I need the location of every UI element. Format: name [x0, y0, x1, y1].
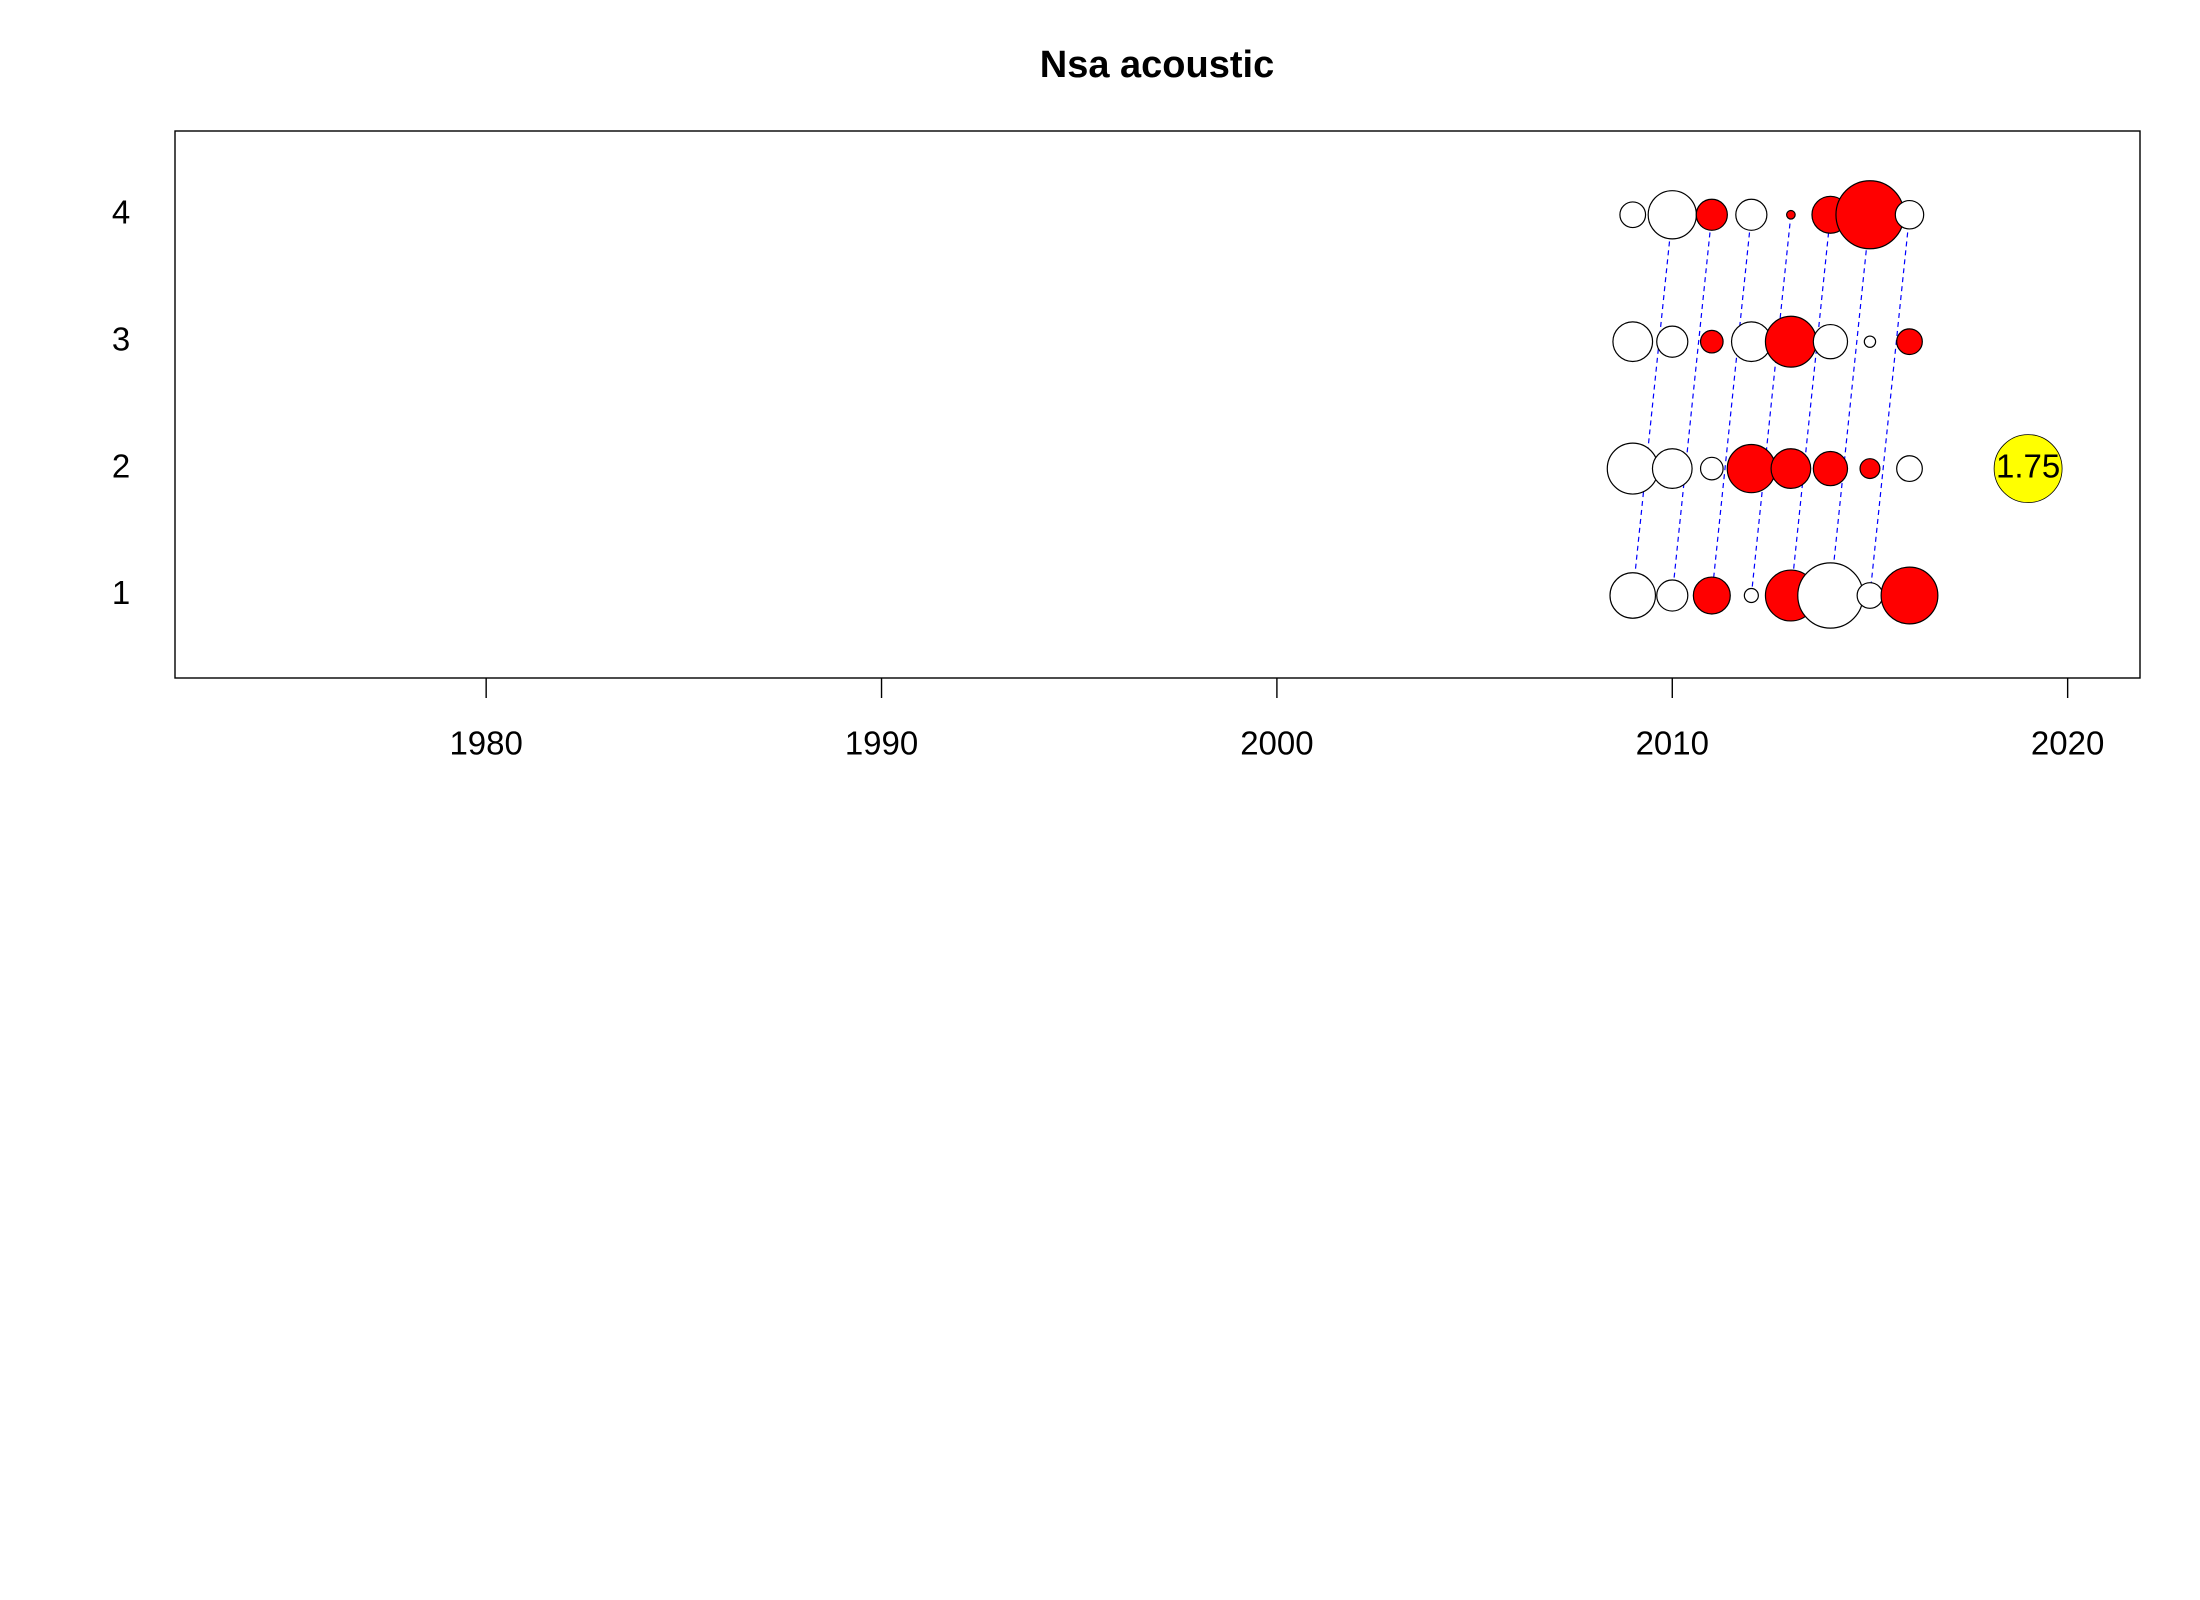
bubble [1699, 456, 1724, 481]
cohort-line [1750, 214, 1792, 596]
x-tick-label: 2020 [2031, 725, 2104, 762]
bubble [1786, 209, 1796, 220]
bubble [1612, 321, 1654, 363]
bubble [1656, 579, 1689, 612]
bubble [1812, 323, 1849, 360]
bubble [1863, 335, 1877, 348]
bubble [1859, 458, 1881, 480]
reference-bubble [1993, 434, 2063, 503]
plot-frame [174, 130, 2141, 679]
cohort-line [1632, 214, 1673, 596]
bubble [1894, 199, 1925, 230]
cohort-line [1869, 214, 1911, 596]
bubble [1651, 448, 1693, 490]
bubble [1896, 328, 1923, 356]
y-tick-label: 2 [112, 447, 130, 484]
bubble [1726, 443, 1777, 494]
cohort-line [1711, 214, 1752, 596]
bubble [1695, 198, 1728, 231]
y-tick-label: 3 [112, 320, 130, 357]
y-tick-label: 1 [112, 574, 130, 611]
x-tick-label: 1980 [449, 725, 522, 762]
bubble [1692, 576, 1731, 615]
x-tick-label: 1990 [845, 725, 918, 762]
bubble [1835, 180, 1905, 250]
bubble [1764, 315, 1817, 368]
x-tick-label: 2010 [1636, 725, 1709, 762]
bubble [1896, 455, 1923, 483]
bubble [1735, 198, 1768, 231]
bubble [1647, 190, 1697, 240]
bubble [1797, 562, 1864, 629]
cohort-line [1829, 214, 1871, 596]
y-tick-label: 4 [112, 193, 130, 230]
cohort-line [1790, 214, 1832, 596]
bubble [1606, 442, 1659, 495]
bubble [1619, 201, 1647, 229]
bubble [1880, 566, 1939, 625]
bubble [1856, 582, 1884, 609]
x-tick-label: 2000 [1240, 725, 1313, 762]
bubble [1699, 329, 1724, 354]
cohort-line [1671, 214, 1713, 596]
chart-title: Nsa acoustic [1040, 44, 1274, 86]
bubble [1770, 448, 1812, 490]
reference-label: 1.75 [1996, 447, 2060, 484]
bubble [1743, 587, 1759, 604]
bubble [1656, 325, 1689, 358]
bubble [1609, 572, 1657, 619]
bubble [1812, 450, 1849, 487]
